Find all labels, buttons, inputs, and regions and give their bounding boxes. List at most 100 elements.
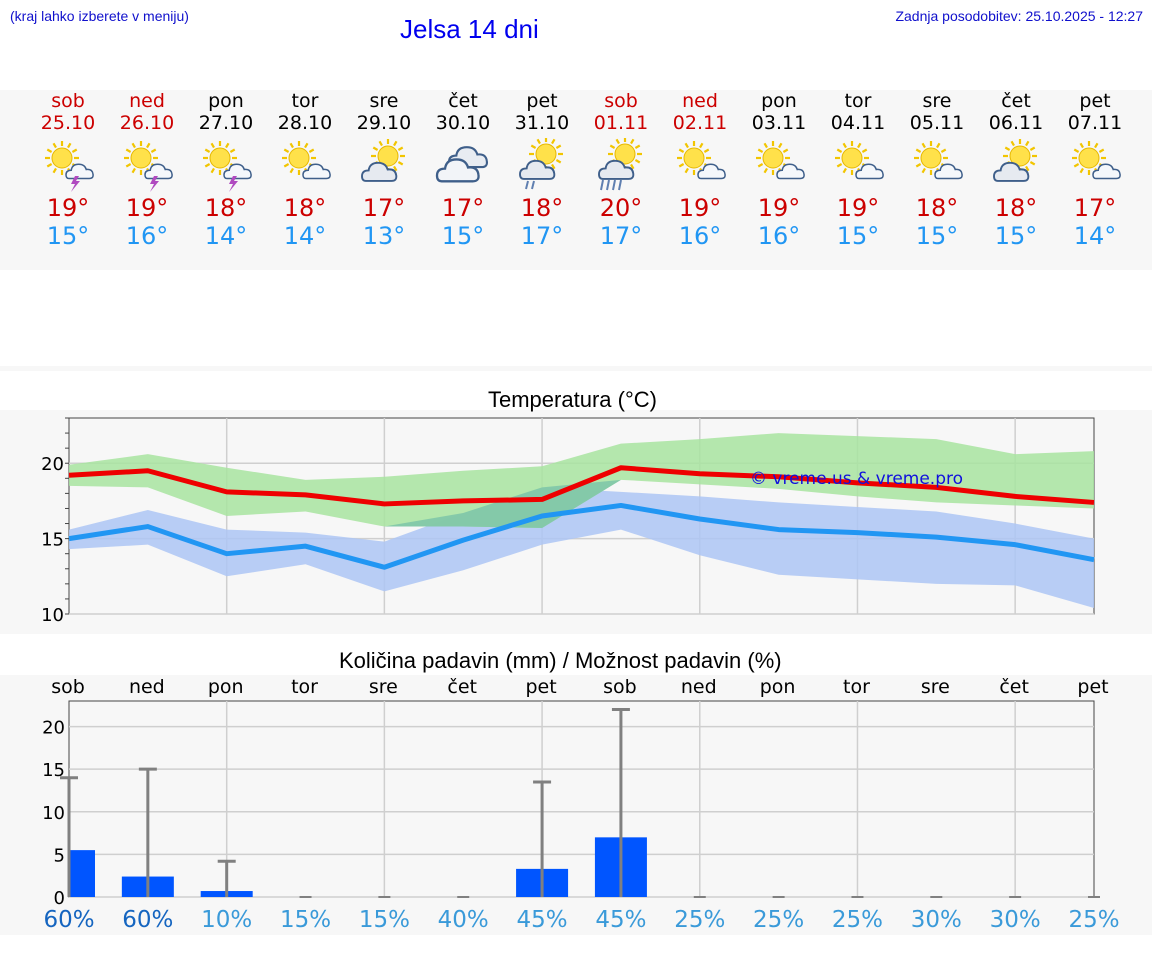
precip-day-label: pet bbox=[1077, 676, 1108, 698]
day-name: pon bbox=[761, 90, 797, 112]
y-tick-label: 10 bbox=[42, 803, 65, 824]
precipitation-chart-title: Količina padavin (mm) / Možnost padavin … bbox=[339, 648, 782, 673]
day-name: ned bbox=[682, 90, 718, 112]
day-column: pon 03.11 19° 16° bbox=[739, 90, 819, 250]
temperature-chart: 10 15 20 © vreme.us & vreme.pro bbox=[41, 417, 1095, 626]
min-temperature: 15° bbox=[441, 222, 485, 250]
day-date: 30.10 bbox=[435, 112, 491, 134]
max-temperature: 20° bbox=[599, 194, 643, 222]
y-tick-label: 20 bbox=[41, 454, 64, 475]
max-temperature: 18° bbox=[283, 194, 327, 222]
sun-cloud-thunder-icon bbox=[107, 138, 187, 192]
precip-probability: 10% bbox=[201, 907, 252, 933]
day-name: pon bbox=[208, 90, 244, 112]
daily-forecast-panel bbox=[0, 90, 1152, 270]
precip-probability: 30% bbox=[911, 907, 962, 933]
last-updated: Zadnja posodobitev: 25.10.2025 - 12:27 bbox=[895, 8, 1143, 24]
day-name: ned bbox=[129, 90, 165, 112]
precipitation-chart: sob ned pon tor sre čet pet sob ned pon tor sre čet p… bbox=[42, 676, 1119, 933]
precip-day-label: ned bbox=[129, 676, 165, 698]
page-title: Jelsa 14 dni bbox=[400, 14, 539, 44]
min-temperature: 16° bbox=[125, 222, 169, 250]
day-name: pet bbox=[1079, 90, 1111, 112]
day-column: sre 05.11 18° 15° bbox=[897, 90, 977, 250]
precip-day-label: pon bbox=[208, 676, 244, 698]
max-temperature: 19° bbox=[678, 194, 722, 222]
precip-day-label: pon bbox=[760, 676, 796, 698]
precip-day-label: sre bbox=[369, 676, 398, 698]
precip-probability: 45% bbox=[517, 907, 568, 933]
max-temperature: 19° bbox=[46, 194, 90, 222]
cloudy-icon bbox=[423, 138, 503, 192]
min-temperature: 15° bbox=[915, 222, 959, 250]
day-column: tor 28.10 18° 14° bbox=[265, 90, 345, 250]
sun-small-cloud-icon bbox=[897, 138, 977, 192]
day-name: sre bbox=[922, 90, 952, 112]
day-column: tor 04.11 19° 15° bbox=[818, 90, 898, 250]
day-column: sob 25.10 19° 15° bbox=[28, 90, 108, 250]
day-name: sob bbox=[51, 90, 85, 112]
min-temperature: 17° bbox=[520, 222, 564, 250]
precip-day-label: ned bbox=[681, 676, 717, 698]
day-column: čet 30.10 17° 15° bbox=[423, 90, 503, 250]
precip-day-label: pet bbox=[525, 676, 556, 698]
precip-probability: 15% bbox=[280, 907, 331, 933]
sun-cloud-light-rain-icon bbox=[502, 138, 582, 192]
day-column: pet 31.10 18° 17° bbox=[502, 90, 582, 250]
day-name: tor bbox=[291, 90, 319, 112]
day-column: pon 27.10 18° 14° bbox=[186, 90, 266, 250]
overlap-temperature-band bbox=[69, 479, 1094, 529]
day-date: 03.11 bbox=[751, 112, 807, 134]
day-column: sre 29.10 17° 13° bbox=[344, 90, 424, 250]
location-note[interactable]: (kraj lahko izberete v meniju) bbox=[10, 8, 189, 24]
day-date: 31.10 bbox=[514, 112, 570, 134]
precip-probability: 25% bbox=[753, 907, 804, 933]
day-date: 26.10 bbox=[119, 112, 175, 134]
precip-probability: 25% bbox=[1068, 907, 1119, 933]
precip-day-label: čet bbox=[447, 676, 477, 698]
precip-probability: 15% bbox=[359, 907, 410, 933]
precip-probability: 60% bbox=[43, 907, 94, 933]
day-date: 06.11 bbox=[988, 112, 1044, 134]
max-temperature: 17° bbox=[1073, 194, 1117, 222]
min-temperature: 14° bbox=[204, 222, 248, 250]
max-temperature: 18° bbox=[520, 194, 564, 222]
y-tick-label: 5 bbox=[54, 845, 65, 866]
sun-small-cloud-icon bbox=[660, 138, 740, 192]
max-temperature: 18° bbox=[915, 194, 959, 222]
day-date: 04.11 bbox=[830, 112, 886, 134]
day-column: čet 06.11 18° 15° bbox=[976, 90, 1056, 250]
day-name: tor bbox=[844, 90, 872, 112]
day-column: pet 07.11 17° 14° bbox=[1055, 90, 1135, 250]
y-tick-label: 0 bbox=[54, 888, 65, 909]
min-temperature-line bbox=[68, 502, 1095, 570]
precip-day-label: sre bbox=[921, 676, 950, 698]
day-date: 28.10 bbox=[277, 112, 333, 134]
day-name: čet bbox=[448, 90, 478, 112]
max-temperature: 17° bbox=[362, 194, 406, 222]
plot-area bbox=[68, 700, 1095, 898]
max-temperature: 19° bbox=[125, 194, 169, 222]
sun-cloud-thunder-icon bbox=[28, 138, 108, 192]
min-temperature: 16° bbox=[678, 222, 722, 250]
precip-probability: 25% bbox=[674, 907, 725, 933]
precip-day-label: tor bbox=[291, 676, 318, 698]
sun-cloud-rain-icon bbox=[581, 138, 661, 192]
max-temperature-band bbox=[69, 433, 1094, 529]
max-temperature: 19° bbox=[757, 194, 801, 222]
y-tick-label: 15 bbox=[42, 760, 65, 781]
day-date: 27.10 bbox=[198, 112, 254, 134]
temperature-chart-title: Temperatura (°C) bbox=[488, 387, 657, 412]
y-tick-label: 20 bbox=[42, 718, 65, 739]
y-tick-label: 15 bbox=[41, 530, 64, 551]
max-temperature: 18° bbox=[994, 194, 1038, 222]
precip-day-label: čet bbox=[999, 676, 1029, 698]
separator bbox=[0, 366, 1152, 371]
precip-probability: 25% bbox=[832, 907, 883, 933]
sun-cloud-icon bbox=[976, 138, 1056, 192]
day-date: 01.11 bbox=[593, 112, 649, 134]
day-column: sob 01.11 20° 17° bbox=[581, 90, 661, 250]
day-date: 25.10 bbox=[40, 112, 96, 134]
min-temperature: 14° bbox=[1073, 222, 1117, 250]
day-column: ned 26.10 19° 16° bbox=[107, 90, 187, 250]
